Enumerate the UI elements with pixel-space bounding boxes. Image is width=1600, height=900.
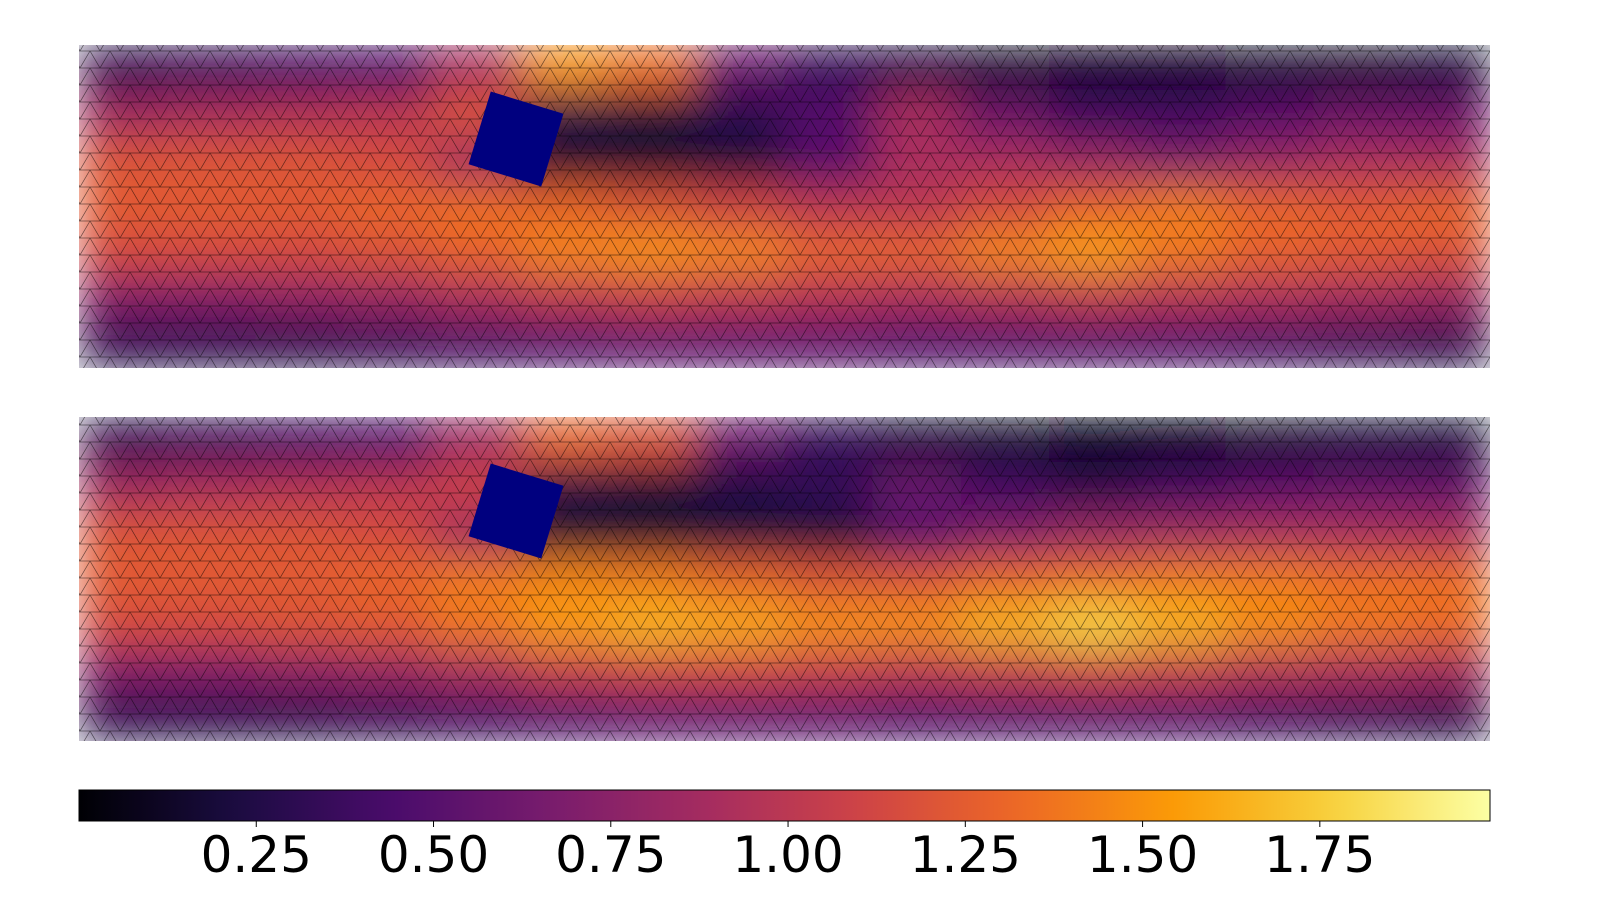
colorbar-tick-label: 0.75 xyxy=(555,826,666,884)
mesh xyxy=(79,45,1490,368)
colorbar-tick-label: 0.25 xyxy=(201,826,312,884)
field-panel xyxy=(79,45,1490,368)
colorbar-tick-label: 1.75 xyxy=(1264,826,1375,884)
colorbar-tick-label: 1.00 xyxy=(732,826,843,884)
obstacle xyxy=(468,91,564,187)
colorbar-tick-label: 1.50 xyxy=(1087,826,1198,884)
colorbar-tick-label: 1.25 xyxy=(910,826,1021,884)
obstacle xyxy=(468,463,564,559)
field-panel xyxy=(79,417,1490,741)
colorbar xyxy=(78,789,1491,822)
colorbar-tick-label: 0.50 xyxy=(378,826,489,884)
mesh xyxy=(79,417,1490,741)
